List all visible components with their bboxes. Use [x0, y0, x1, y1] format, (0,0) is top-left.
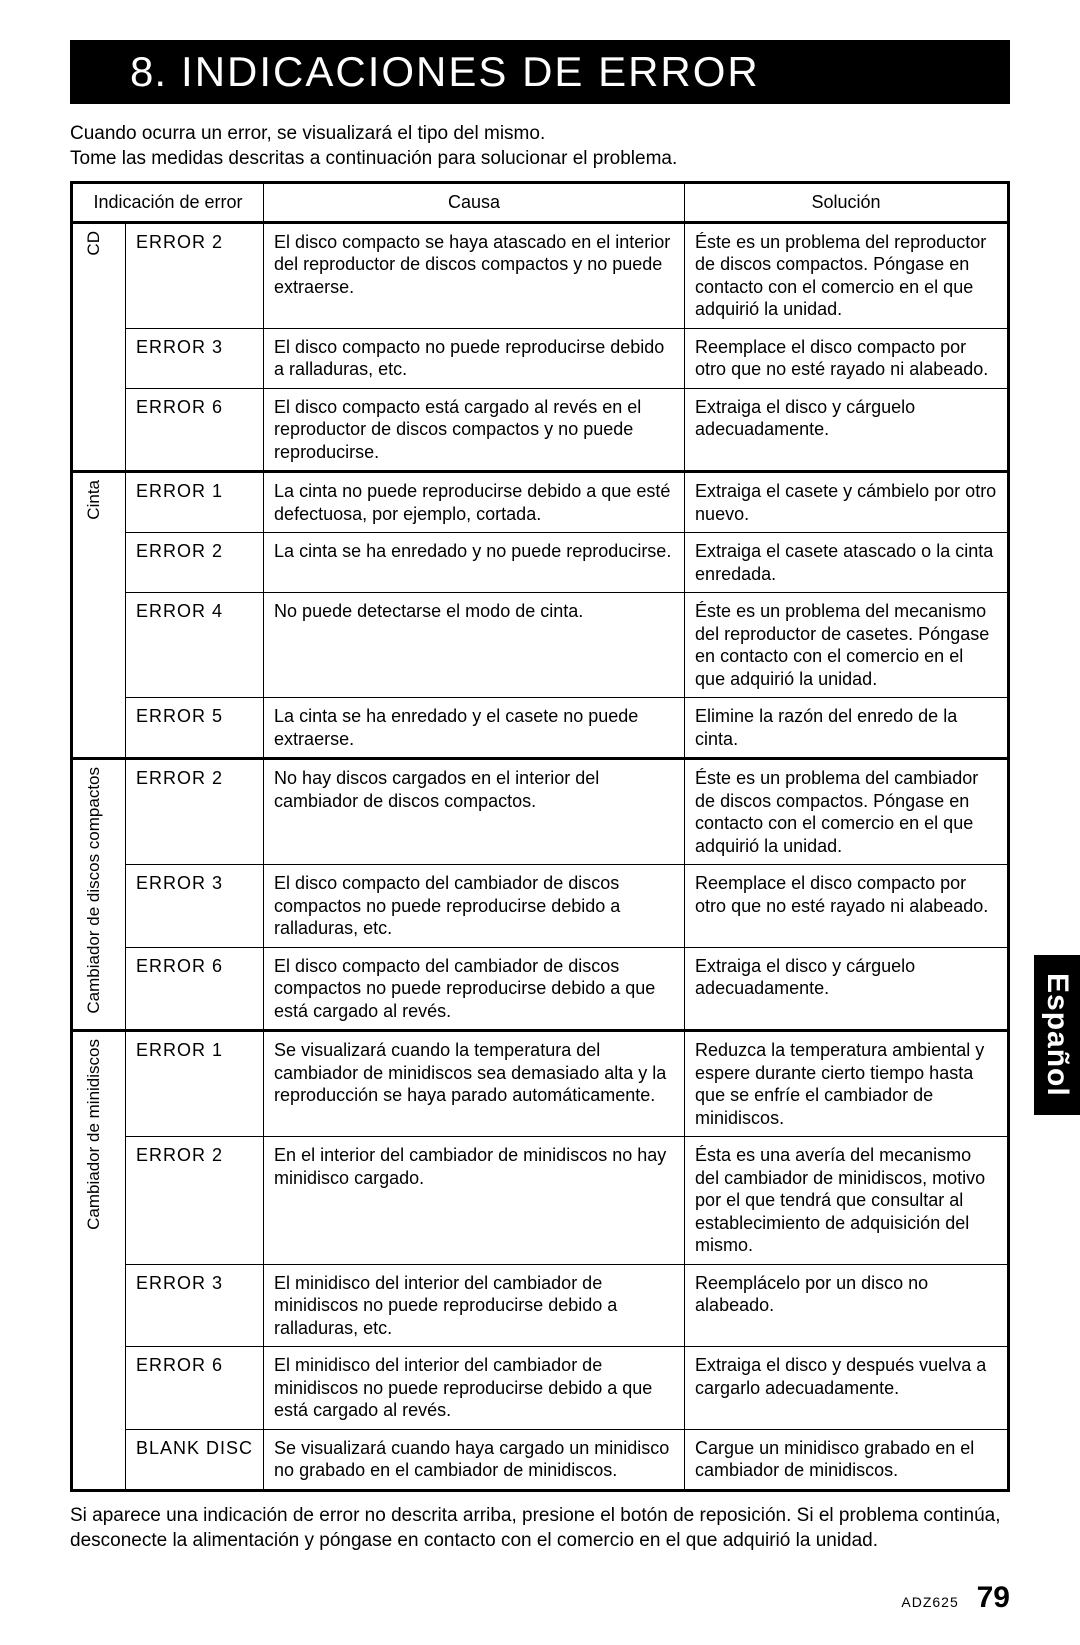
section-title-bar: 8. INDICACIONES DE ERROR: [70, 40, 1010, 104]
model-code: ADZ625: [901, 1594, 958, 1610]
solution-cell: Reemplácelo por un disco no alabeado.: [685, 1264, 1009, 1347]
solution-cell: Ésta es una avería del mecanismo del cam…: [685, 1137, 1009, 1265]
cause-cell: El disco compacto del cambiador de disco…: [264, 947, 685, 1031]
indication-cell: ERROR 1: [126, 1031, 264, 1137]
table-row: ERROR 2En el interior del cambiador de m…: [72, 1137, 1009, 1265]
category-cell: CD: [72, 222, 126, 472]
cause-cell: No hay discos cargados en el interior de…: [264, 759, 685, 865]
indication-cell: ERROR 6: [126, 947, 264, 1031]
section-title: INDICACIONES DE ERROR: [181, 48, 760, 96]
category-label: Cambiador de discos compactos: [83, 767, 104, 1014]
indication-cell: BLANK DISC: [126, 1429, 264, 1490]
indication-cell: ERROR 2: [126, 222, 264, 328]
cause-cell: El minidisco del interior del cambiador …: [264, 1347, 685, 1430]
solution-cell: Extraiga el disco y cárguelo adecuadamen…: [685, 388, 1009, 472]
cause-cell: Se visualizará cuando haya cargado un mi…: [264, 1429, 685, 1490]
cause-cell: La cinta se ha enredado y no puede repro…: [264, 533, 685, 593]
header-solution: Solución: [685, 183, 1009, 223]
category-label: Cinta: [83, 480, 104, 520]
solution-cell: Extraiga el disco y después vuelva a car…: [685, 1347, 1009, 1430]
page-number: 79: [977, 1581, 1010, 1614]
table-row: ERROR 6El disco compacto está cargado al…: [72, 388, 1009, 472]
cause-cell: En el interior del cambiador de minidisc…: [264, 1137, 685, 1265]
intro-text: Cuando ocurra un error, se visualizará e…: [70, 122, 1010, 171]
solution-cell: Elimine la razón del enredo de la cinta.: [685, 698, 1009, 759]
solution-cell: Reduzca la temperatura ambiental y esper…: [685, 1031, 1009, 1137]
solution-cell: Reemplace el disco compacto por otro que…: [685, 865, 1009, 948]
indication-cell: ERROR 3: [126, 328, 264, 388]
category-cell: Cambiador de discos compactos: [72, 759, 126, 1031]
table-row: Cinta ERROR 1La cinta no puede reproducir…: [72, 472, 1009, 533]
header-indication: Indicación de error: [72, 183, 264, 223]
cause-cell: El disco compacto no puede reproducirse …: [264, 328, 685, 388]
table-row: ERROR 5La cinta se ha enredado y el case…: [72, 698, 1009, 759]
indication-cell: ERROR 2: [126, 533, 264, 593]
category-label: Cambiador de minidiscos: [83, 1039, 104, 1230]
cause-cell: La cinta se ha enredado y el casete no p…: [264, 698, 685, 759]
solution-cell: Éste es un problema del mecanismo del re…: [685, 593, 1009, 698]
solution-cell: Cargue un minidisco grabado en el cambia…: [685, 1429, 1009, 1490]
cause-cell: El disco compacto del cambiador de disco…: [264, 865, 685, 948]
table-row: ERROR 6El minidisco del interior del cam…: [72, 1347, 1009, 1430]
indication-cell: ERROR 3: [126, 865, 264, 948]
table-row: CD ERROR 2El disco compacto se haya atasc…: [72, 222, 1009, 328]
table-row: Cambiador de discos compactosERROR 2No h…: [72, 759, 1009, 865]
indication-cell: ERROR 2: [126, 759, 264, 865]
solution-cell: Extraiga el disco y cárguelo adecuadamen…: [685, 947, 1009, 1031]
indication-cell: ERROR 6: [126, 1347, 264, 1430]
page-footer: ADZ625 79: [70, 1581, 1010, 1615]
cause-cell: El disco compacto se haya atascado en el…: [264, 222, 685, 328]
table-row: ERROR 3El minidisco del interior del cam…: [72, 1264, 1009, 1347]
cause-cell: No puede detectarse el modo de cinta.: [264, 593, 685, 698]
category-label: CD: [83, 231, 104, 256]
intro-line1: Cuando ocurra un error, se visualizará e…: [70, 123, 545, 144]
table-row: ERROR 6El disco compacto del cambiador d…: [72, 947, 1009, 1031]
header-cause: Causa: [264, 183, 685, 223]
indication-cell: ERROR 4: [126, 593, 264, 698]
table-row: ERROR 3El disco compacto del cambiador d…: [72, 865, 1009, 948]
table-row: ERROR 3El disco compacto no puede reprod…: [72, 328, 1009, 388]
section-number: 8.: [130, 48, 167, 96]
intro-line2: Tome las medidas descritas a continuació…: [70, 148, 677, 169]
category-cell: Cinta: [72, 472, 126, 759]
category-cell: Cambiador de minidiscos: [72, 1031, 126, 1491]
table-row: ERROR 4No puede detectarse el modo de ci…: [72, 593, 1009, 698]
cause-cell: El disco compacto está cargado al revés …: [264, 388, 685, 472]
table-row: Cambiador de minidiscosERROR 1Se visuali…: [72, 1031, 1009, 1137]
table-row: ERROR 2La cinta se ha enredado y no pued…: [72, 533, 1009, 593]
error-table: Indicación de error Causa Solución CD ERR…: [70, 181, 1010, 1492]
indication-cell: ERROR 5: [126, 698, 264, 759]
solution-cell: Extraiga el casete atascado o la cinta e…: [685, 533, 1009, 593]
table-row: BLANK DISCSe visualizará cuando haya car…: [72, 1429, 1009, 1490]
indication-cell: ERROR 1: [126, 472, 264, 533]
cause-cell: El minidisco del interior del cambiador …: [264, 1264, 685, 1347]
cause-cell: Se visualizará cuando la temperatura del…: [264, 1031, 685, 1137]
indication-cell: ERROR 6: [126, 388, 264, 472]
solution-cell: Éste es un problema del reproductor de d…: [685, 222, 1009, 328]
solution-cell: Reemplace el disco compacto por otro que…: [685, 328, 1009, 388]
solution-cell: Extraiga el casete y cámbielo por otro n…: [685, 472, 1009, 533]
indication-cell: ERROR 2: [126, 1137, 264, 1265]
cause-cell: La cinta no puede reproducirse debido a …: [264, 472, 685, 533]
language-tab: Español: [1034, 955, 1080, 1115]
solution-cell: Éste es un problema del cambiador de dis…: [685, 759, 1009, 865]
indication-cell: ERROR 3: [126, 1264, 264, 1347]
